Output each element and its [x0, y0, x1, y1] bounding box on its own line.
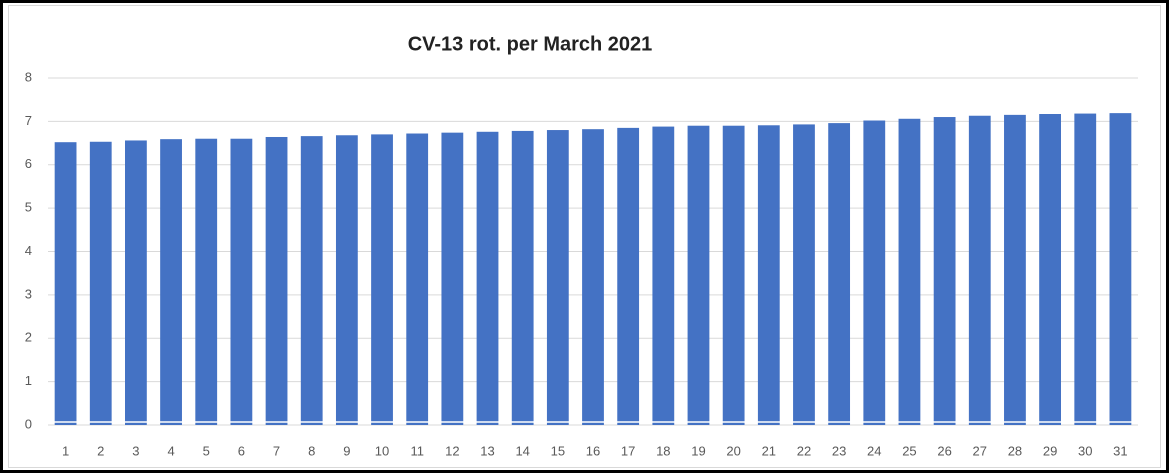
- y-tick-label: 1: [25, 373, 32, 388]
- x-tick-label: 30: [1078, 443, 1092, 458]
- x-tick-label: 12: [445, 443, 459, 458]
- bar: [1039, 114, 1061, 425]
- bar: [582, 129, 604, 425]
- x-tick-label: 10: [375, 443, 389, 458]
- bar: [89, 141, 112, 426]
- x-tick-label: 7: [273, 443, 280, 458]
- bar: [300, 136, 323, 425]
- x-tick-label: 3: [132, 443, 139, 458]
- y-tick-label: 0: [25, 416, 32, 431]
- bar: [546, 130, 569, 426]
- bar: [687, 125, 710, 426]
- x-tick-label: 8: [308, 443, 315, 458]
- x-tick-label: 4: [167, 443, 174, 458]
- bar: [265, 136, 288, 426]
- x-tick-label: 22: [797, 443, 811, 458]
- bar: [933, 117, 956, 425]
- bar: [160, 139, 182, 425]
- bar: [511, 130, 534, 426]
- x-tick-label: 21: [762, 443, 776, 458]
- x-tick-label: 16: [586, 443, 600, 458]
- bar: [125, 140, 147, 425]
- bar: [617, 127, 640, 425]
- bar: [722, 125, 745, 426]
- x-tick-label: 27: [973, 443, 987, 458]
- bar: [1004, 114, 1026, 426]
- x-tick-label: 13: [480, 443, 494, 458]
- bar: [406, 133, 429, 425]
- bar: [898, 118, 921, 426]
- x-tick-label: 9: [343, 443, 350, 458]
- x-tick-label: 26: [937, 443, 951, 458]
- chart-frame: [8, 5, 1161, 468]
- bar: [968, 115, 991, 425]
- bar: [230, 138, 253, 425]
- x-tick-label: 2: [97, 443, 104, 458]
- x-tick-label: 6: [238, 443, 245, 458]
- y-tick-label: 7: [25, 113, 32, 128]
- x-tick-label: 18: [656, 443, 670, 458]
- y-tick-label: 2: [25, 330, 32, 345]
- y-tick-label: 3: [25, 286, 32, 301]
- x-tick-label: 31: [1113, 443, 1127, 458]
- bar: [371, 134, 393, 425]
- y-tick-label: 8: [25, 69, 32, 84]
- bar: [476, 131, 499, 425]
- x-tick-label: 5: [203, 443, 210, 458]
- x-tick-label: 19: [691, 443, 705, 458]
- x-tick-label: 14: [515, 443, 529, 458]
- y-tick-label: 5: [25, 200, 32, 215]
- x-tick-label: 23: [832, 443, 846, 458]
- bar: [828, 123, 851, 426]
- bar: [1109, 113, 1132, 425]
- x-tick-label: 20: [726, 443, 740, 458]
- bar: [54, 142, 77, 425]
- bar: [863, 120, 886, 425]
- x-tick-label: 28: [1008, 443, 1022, 458]
- x-tick-label: 25: [902, 443, 916, 458]
- x-tick-label: 17: [621, 443, 635, 458]
- chart-title: CV-13 rot. per March 2021: [408, 33, 653, 55]
- x-tick-label: 15: [551, 443, 565, 458]
- x-tick-label: 11: [410, 443, 424, 458]
- y-tick-label: 4: [25, 243, 32, 258]
- bar: [652, 126, 675, 425]
- bar: [195, 138, 218, 425]
- bar: [441, 132, 464, 425]
- bar: [793, 124, 815, 425]
- bar: [1074, 113, 1097, 425]
- x-tick-label: 24: [867, 443, 881, 458]
- x-tick-label: 1: [62, 443, 69, 458]
- y-tick-label: 6: [25, 156, 32, 171]
- bar: [335, 135, 358, 425]
- bar: [757, 125, 780, 425]
- x-tick-label: 29: [1043, 443, 1057, 458]
